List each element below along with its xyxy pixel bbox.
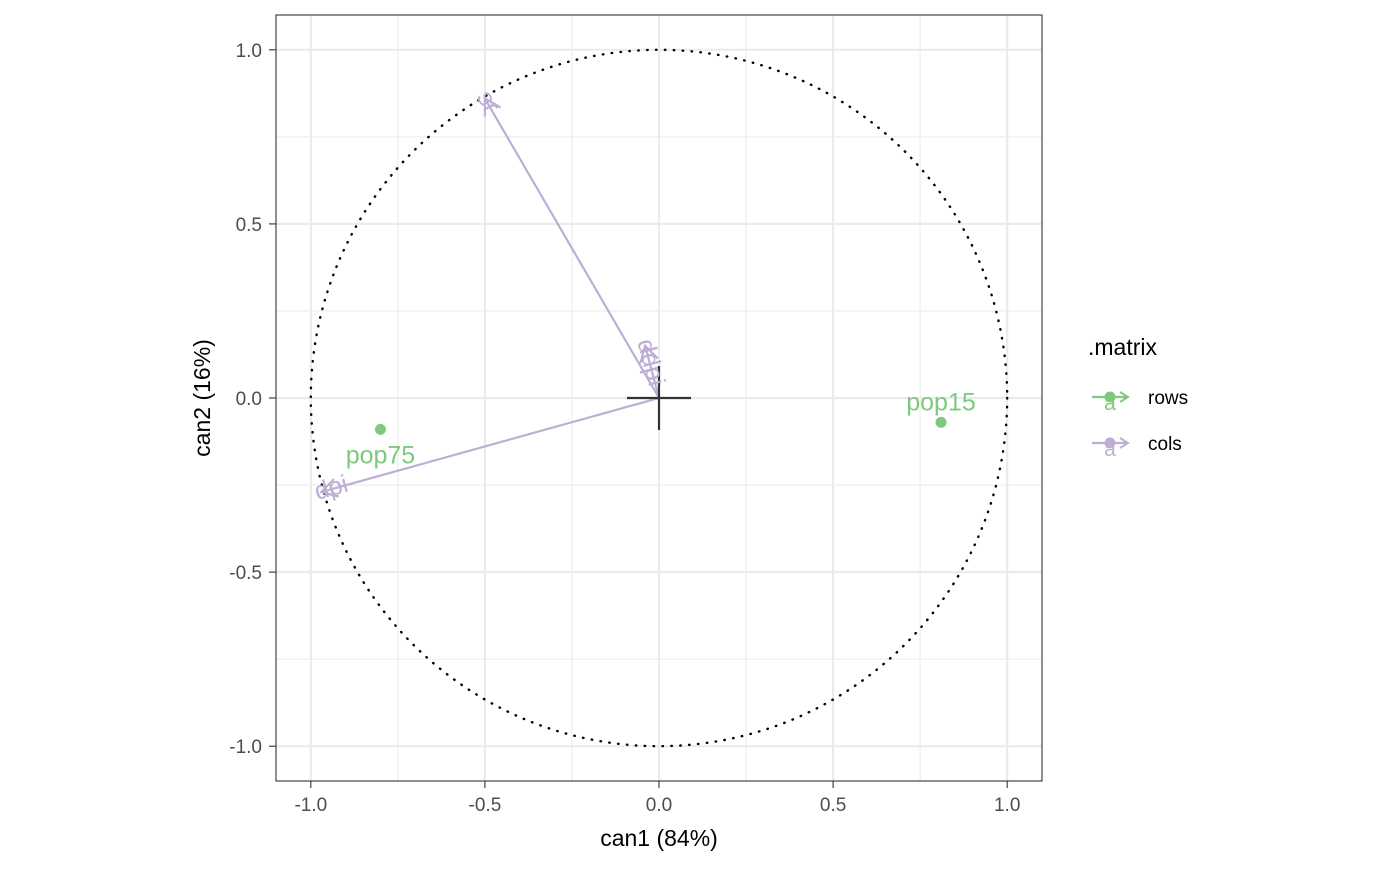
arrowhead-dpi <box>319 478 339 498</box>
x-axis-title: can1 (84%) <box>600 825 718 851</box>
row-points <box>374 416 947 435</box>
y-axis-title: can2 (16%) <box>189 339 215 457</box>
legend-key-arrow <box>1119 437 1130 449</box>
point-pop75 <box>374 423 386 435</box>
origin-crosshair <box>627 366 691 430</box>
unit-circle <box>309 48 1009 748</box>
legend-key-point <box>1104 391 1116 403</box>
y-tick-label: -0.5 <box>229 563 262 584</box>
legend: .matrix a rows a cols <box>1088 334 1188 461</box>
legend-label-rows: rows <box>1148 388 1188 409</box>
x-axis: -1.0 -0.5 0.0 0.5 1.0 <box>294 781 1020 816</box>
legend-entries: a rows a cols <box>1092 388 1188 461</box>
vector-ddpi <box>644 345 661 399</box>
x-tick-label: -0.5 <box>469 795 502 816</box>
x-tick-label: 1.0 <box>994 795 1020 816</box>
y-tick-label: 0.0 <box>236 389 262 410</box>
arrowhead-ddpi <box>639 343 659 364</box>
legend-key-glyph: a <box>1104 438 1116 461</box>
y-tick-label: 1.0 <box>236 41 262 62</box>
legend-key-glyph: a <box>1104 392 1116 415</box>
legend-key-point <box>1104 437 1116 449</box>
point-label-pop75: pop75 <box>346 441 416 469</box>
x-tick-label: 0.0 <box>646 795 672 816</box>
arrowhead-sr <box>483 96 502 117</box>
y-tick-label: -1.0 <box>229 737 262 758</box>
x-tick-label: -1.0 <box>294 795 327 816</box>
legend-key-arrow <box>1119 391 1130 403</box>
y-axis: 1.0 0.5 0.0 -0.5 -1.0 <box>229 41 276 758</box>
column-vectors <box>319 96 661 498</box>
legend-entry-cols: a cols <box>1092 434 1182 461</box>
point-label-pop15: pop15 <box>906 388 976 416</box>
row-labels: pop75 pop15 <box>346 388 976 469</box>
vector-sr <box>483 98 660 399</box>
legend-label-cols: cols <box>1148 434 1182 455</box>
legend-entry-rows: a rows <box>1092 388 1188 415</box>
point-pop15 <box>935 416 947 428</box>
y-tick-label: 0.5 <box>236 215 262 236</box>
vector-dpi <box>320 396 660 494</box>
legend-title: .matrix <box>1088 334 1158 360</box>
x-tick-label: 0.5 <box>820 795 846 816</box>
